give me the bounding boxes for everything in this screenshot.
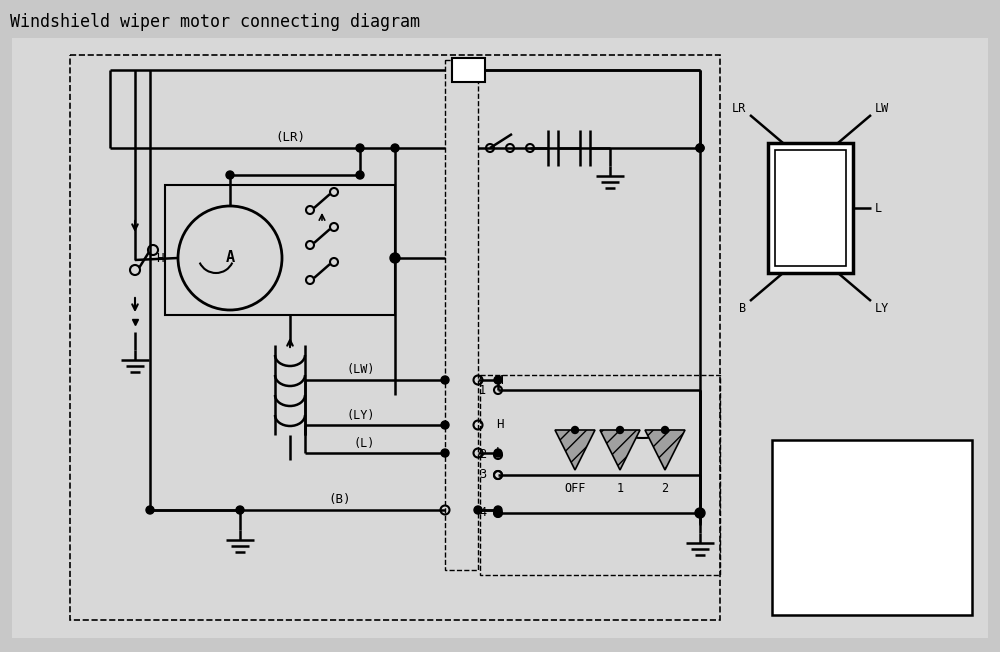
Text: :: :	[820, 589, 828, 602]
Circle shape	[616, 426, 624, 434]
Circle shape	[572, 426, 578, 434]
Text: Black: Black	[842, 526, 878, 539]
Text: Yellow: Yellow	[842, 505, 885, 518]
Text: :: :	[820, 567, 828, 580]
Text: Blue: Blue	[842, 484, 870, 497]
Text: Y: Y	[794, 505, 801, 518]
Circle shape	[662, 426, 668, 434]
Text: 3: 3	[479, 469, 486, 481]
Circle shape	[494, 376, 502, 384]
Text: :: :	[820, 526, 828, 539]
Text: H: H	[156, 252, 164, 265]
Circle shape	[441, 421, 449, 429]
Text: G: G	[794, 589, 801, 602]
Polygon shape	[12, 38, 988, 638]
Circle shape	[494, 509, 502, 517]
Text: LW: LW	[875, 102, 889, 115]
Polygon shape	[452, 58, 485, 82]
Text: L: L	[794, 484, 801, 497]
Text: :: :	[820, 546, 828, 559]
Polygon shape	[645, 430, 685, 470]
Circle shape	[441, 449, 449, 457]
Text: LR: LR	[732, 102, 746, 115]
Text: 1: 1	[479, 383, 486, 396]
Circle shape	[146, 506, 154, 514]
Text: L: L	[496, 447, 504, 460]
Text: (B): (B)	[329, 494, 351, 507]
Circle shape	[696, 144, 704, 152]
Text: :: :	[820, 505, 828, 518]
Circle shape	[494, 506, 502, 514]
Polygon shape	[772, 440, 972, 615]
Text: W: W	[794, 567, 801, 580]
Circle shape	[474, 506, 482, 514]
Text: (L): (L)	[354, 436, 375, 449]
Polygon shape	[600, 430, 640, 470]
Circle shape	[494, 449, 502, 457]
Text: M: M	[496, 374, 504, 387]
Text: R: R	[794, 546, 801, 559]
Circle shape	[441, 376, 449, 384]
Text: 2: 2	[479, 449, 486, 462]
Polygon shape	[555, 430, 595, 470]
Polygon shape	[768, 143, 853, 273]
Text: COLOR  CODE: COLOR CODE	[828, 451, 916, 464]
Circle shape	[356, 171, 364, 179]
Text: H: H	[496, 419, 504, 432]
Text: (LW): (LW)	[347, 364, 375, 376]
Text: Windshield wiper motor connecting diagram: Windshield wiper motor connecting diagra…	[10, 13, 420, 31]
Circle shape	[390, 253, 400, 263]
Text: 1: 1	[616, 481, 624, 494]
Circle shape	[391, 144, 399, 152]
Circle shape	[696, 144, 704, 152]
Text: OFF: OFF	[564, 481, 586, 494]
Circle shape	[356, 144, 364, 152]
Text: B: B	[794, 526, 801, 539]
Text: White: White	[842, 567, 878, 580]
Text: A: A	[225, 250, 235, 265]
Text: LY: LY	[875, 301, 889, 314]
Text: Red: Red	[842, 546, 863, 559]
Circle shape	[695, 508, 705, 518]
Text: Green: Green	[842, 589, 878, 602]
Text: (LR): (LR)	[275, 132, 305, 145]
Text: B: B	[464, 63, 472, 76]
Circle shape	[236, 506, 244, 514]
Text: L: L	[875, 201, 882, 215]
Text: 4: 4	[479, 507, 486, 520]
Circle shape	[226, 171, 234, 179]
Text: 2: 2	[661, 481, 669, 494]
Text: B: B	[739, 301, 746, 314]
Text: (LY): (LY)	[347, 409, 375, 421]
Text: :: :	[820, 484, 828, 497]
